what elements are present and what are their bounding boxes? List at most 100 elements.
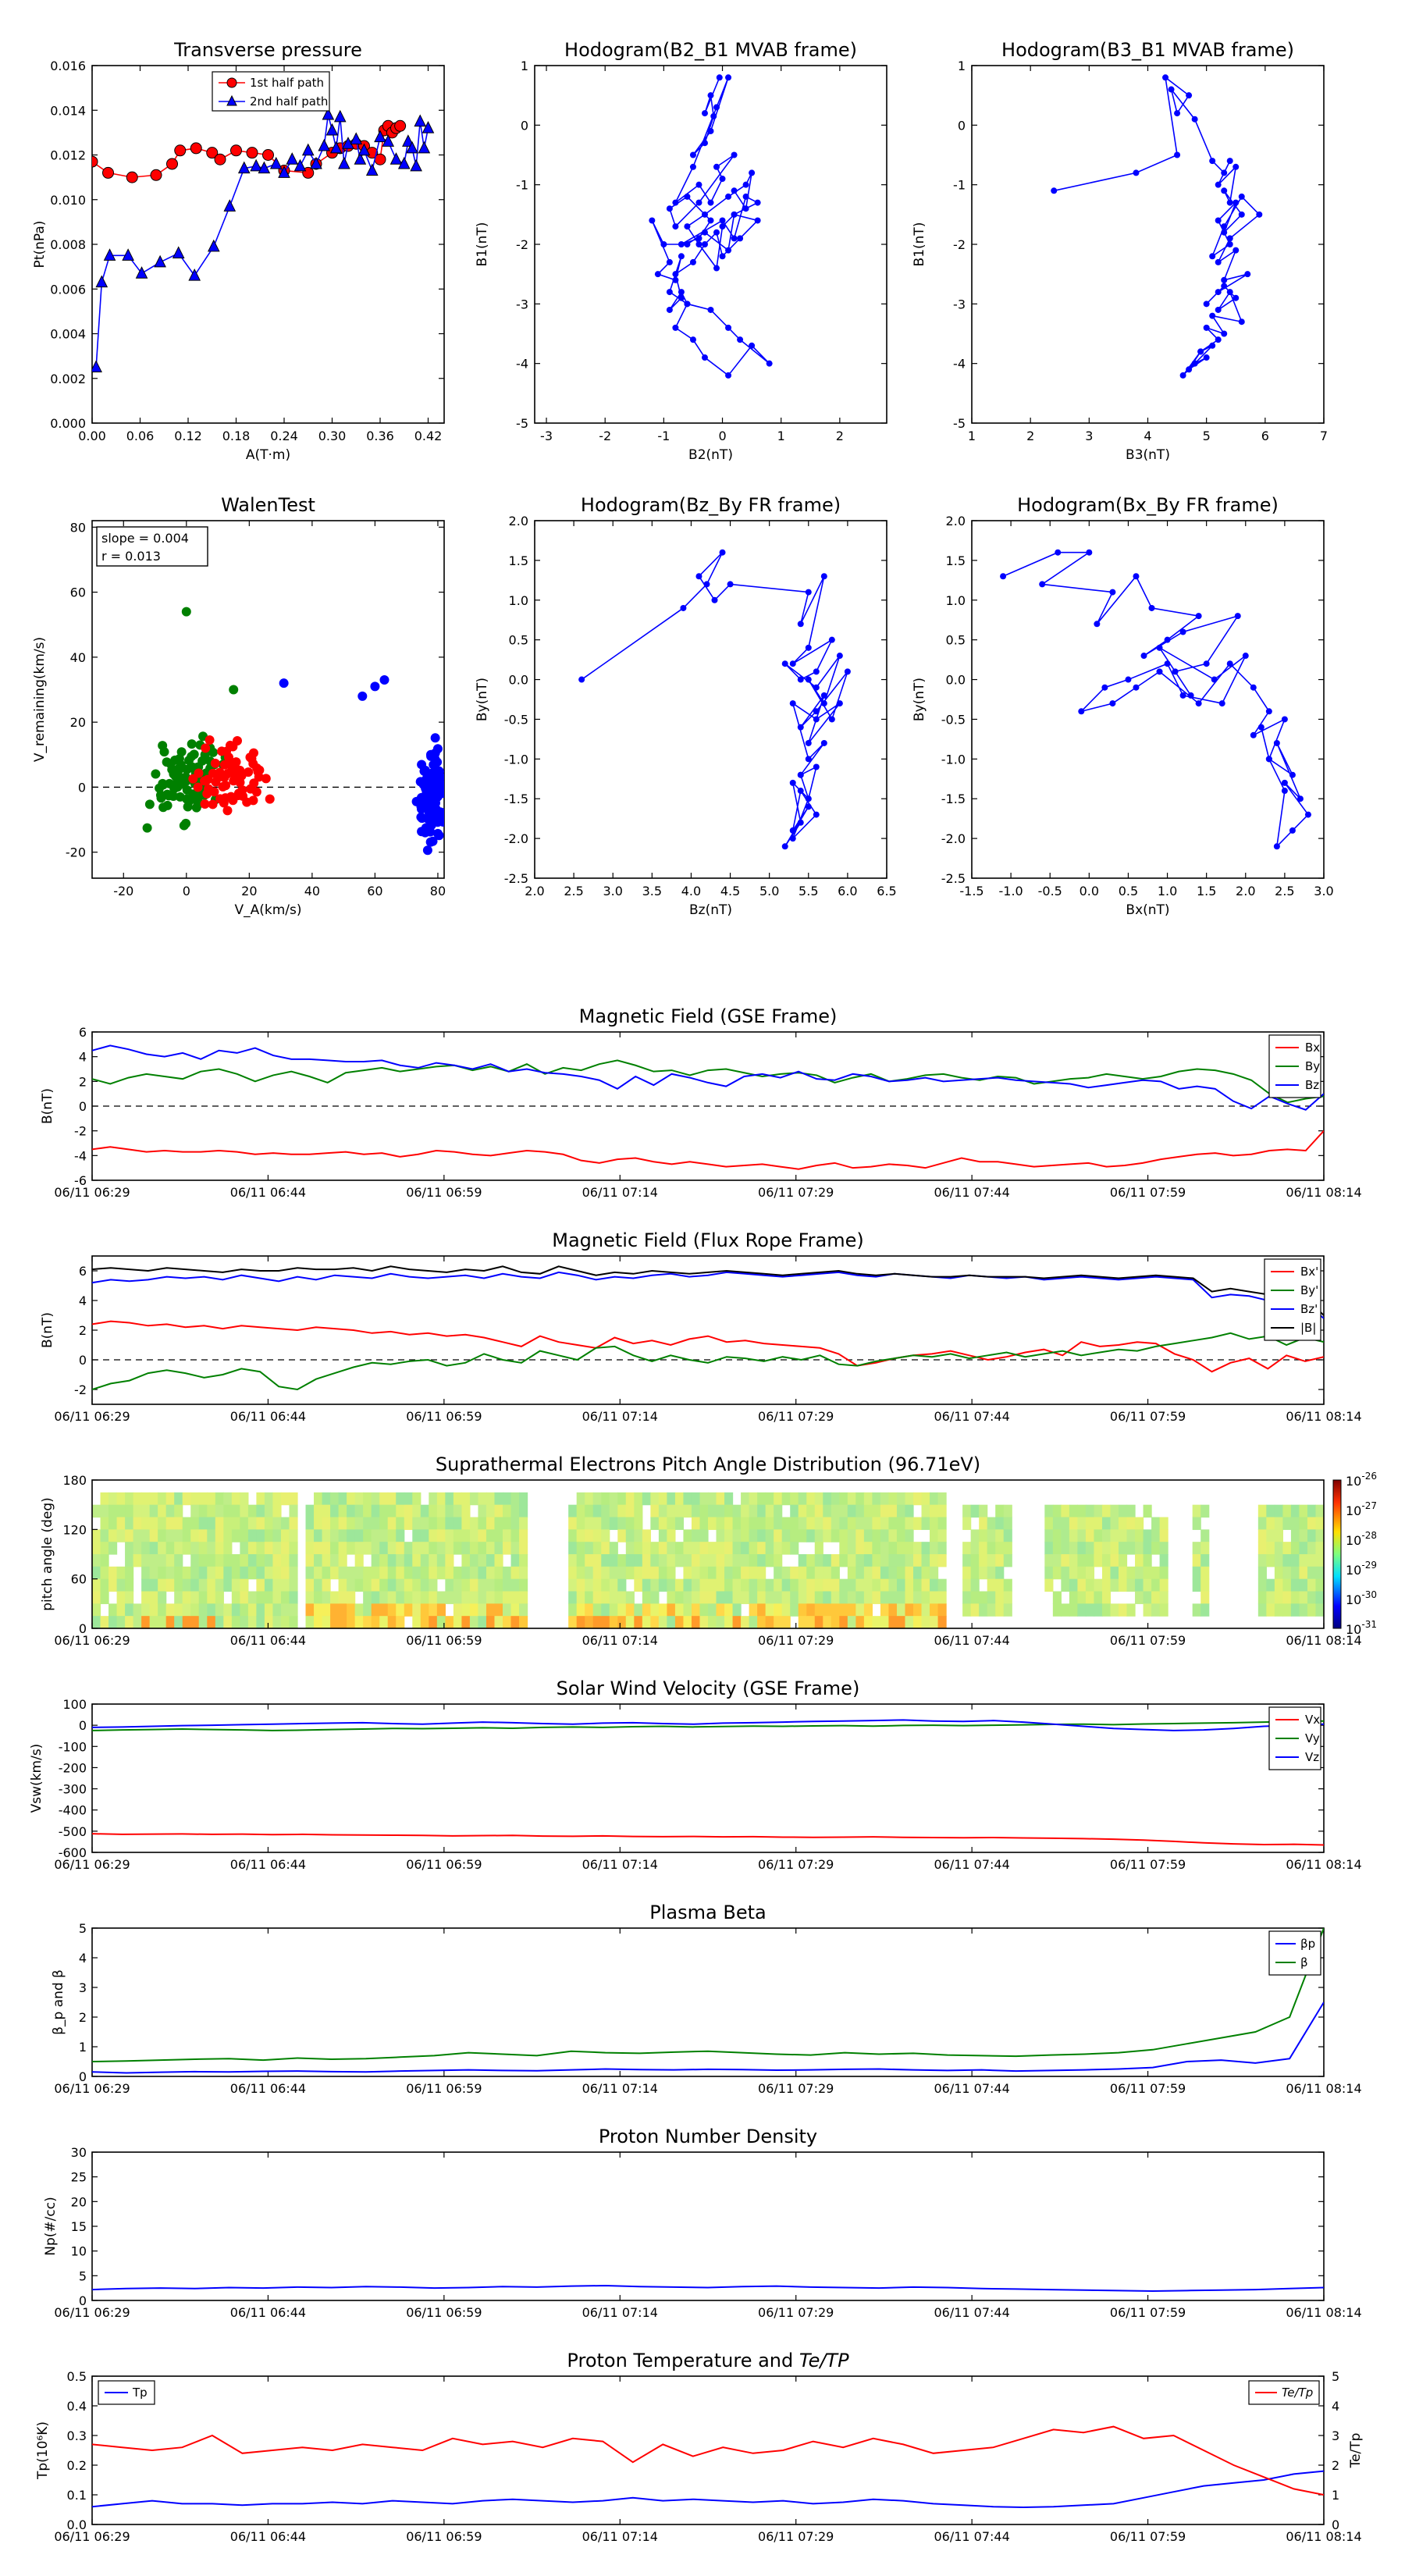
- plot-area: [91, 520, 445, 879]
- heatmap-cell: [256, 1616, 265, 1629]
- data-point: [789, 660, 796, 667]
- heatmap-cell: [667, 1603, 676, 1617]
- heatmap-cell: [823, 1616, 832, 1629]
- x-tick-label: 0.18: [222, 429, 251, 443]
- heatmap-cell: [436, 1542, 446, 1555]
- heatmap-cell: [371, 1504, 380, 1518]
- heatmap-cell: [716, 1542, 725, 1555]
- heatmap-cell: [436, 1591, 446, 1604]
- heatmap-cell: [855, 1554, 865, 1567]
- heatmap-cell: [831, 1578, 840, 1592]
- x-tick-label: 3.5: [642, 884, 662, 898]
- data-point: [357, 143, 371, 156]
- chart-title: Suprathermal Electrons Pitch Angle Distr…: [436, 1453, 980, 1475]
- heatmap-cell: [798, 1578, 807, 1592]
- data-point: [1186, 92, 1193, 99]
- y-tick-label: -2.0: [941, 831, 966, 846]
- heatmap-cell: [1257, 1578, 1267, 1592]
- data-point: [713, 104, 720, 111]
- heatmap-cell: [970, 1578, 980, 1592]
- y-tick-label: 0: [79, 1718, 87, 1733]
- heatmap-cell: [905, 1554, 914, 1567]
- heatmap-cell: [165, 1492, 175, 1506]
- heatmap-cell: [609, 1542, 618, 1555]
- heatmap-cell: [1052, 1504, 1062, 1518]
- heatmap-cell: [445, 1554, 454, 1567]
- heatmap-cell: [240, 1504, 249, 1518]
- heatmap-cell: [420, 1542, 429, 1555]
- heatmap-cell: [847, 1566, 856, 1580]
- data-point: [142, 823, 152, 833]
- heatmap-cell: [872, 1529, 881, 1542]
- heatmap-cell: [494, 1504, 503, 1518]
- panel-hodo_bz_by: 2.0 2.5 3.0 3.5 4.0 4.5 5.0 5.5 6.0 6.5-2.5-2.0-1…: [475, 494, 897, 918]
- legend-label: By': [1300, 1283, 1318, 1297]
- heatmap-cell: [970, 1603, 980, 1617]
- heatmap-cell: [347, 1517, 356, 1530]
- heatmap-cell: [445, 1504, 454, 1518]
- heatmap-cell: [149, 1504, 158, 1518]
- heatmap-cell: [461, 1542, 471, 1555]
- heatmap-cell: [831, 1504, 840, 1518]
- heatmap-cell: [1094, 1542, 1103, 1555]
- heatmap-cell: [1151, 1591, 1161, 1604]
- data-point: [1156, 668, 1163, 675]
- heatmap-cell: [404, 1542, 413, 1555]
- y-tick-label: -1.5: [941, 792, 966, 806]
- heatmap-cell: [1094, 1603, 1103, 1617]
- heatmap-cell: [634, 1492, 643, 1506]
- heatmap-cell: [436, 1504, 446, 1518]
- heatmap-cell: [774, 1517, 783, 1530]
- data-point: [680, 604, 687, 611]
- panel-pad: 06/11 06:29 06/11 06:44 06/11 06:59 06/11 0…: [40, 1453, 1377, 1648]
- heatmap-cell: [1282, 1603, 1292, 1617]
- heatmap-cell: [1266, 1529, 1275, 1542]
- heatmap-cell: [125, 1504, 134, 1518]
- heatmap-cell: [272, 1591, 282, 1604]
- x-tick-label: 4.5: [720, 884, 740, 898]
- heatmap-cell: [880, 1603, 890, 1617]
- heatmap-cell: [363, 1566, 372, 1580]
- x-tick-label: -0.5: [1038, 884, 1062, 898]
- heatmap-cell: [987, 1591, 996, 1604]
- x-tick-label: 6.5: [877, 884, 896, 898]
- heatmap-cell: [888, 1542, 898, 1555]
- heatmap-cell: [781, 1542, 791, 1555]
- data-point: [678, 253, 685, 260]
- heatmap-cell: [92, 1529, 101, 1542]
- heatmap-cell: [486, 1542, 496, 1555]
- heatmap-cell: [724, 1542, 734, 1555]
- heatmap-cell: [930, 1616, 939, 1629]
- panel-transverse_pressure: 0.00 0.06 0.12 0.18 0.24 0.30 0.36 0.420.0000.0…: [32, 39, 445, 463]
- heatmap-cell: [650, 1504, 660, 1518]
- series-line: [92, 2284, 1324, 2292]
- heatmap-cell: [429, 1529, 438, 1542]
- data-point: [695, 181, 702, 188]
- heatmap-cell: [855, 1616, 865, 1629]
- heatmap-cell: [1052, 1542, 1062, 1555]
- heatmap-cell: [741, 1492, 750, 1506]
- data-point: [701, 229, 708, 236]
- y-axis-label: β_p and β: [51, 1969, 66, 2035]
- y-tick-label: 0: [958, 118, 966, 133]
- heatmap-cell: [601, 1542, 610, 1555]
- heatmap-cell: [1094, 1517, 1103, 1530]
- x-tick-label: 5.5: [799, 884, 818, 898]
- y-tick-label: 0.3: [67, 2428, 87, 2443]
- y-tick-label: -1.0: [941, 752, 966, 767]
- heatmap-cell: [247, 1504, 257, 1518]
- data-point: [233, 736, 243, 746]
- data-point: [202, 788, 212, 799]
- heatmap-cell: [1151, 1566, 1161, 1580]
- series-group: [92, 107, 435, 372]
- data-point: [805, 644, 812, 651]
- heatmap-cell: [453, 1603, 462, 1617]
- heatmap-cell: [1143, 1591, 1152, 1604]
- heatmap-cell: [913, 1554, 923, 1567]
- heatmap-cell: [741, 1504, 750, 1518]
- y-tick-label: 1.0: [509, 593, 528, 608]
- plot-area: [971, 65, 1325, 424]
- time-tick-label: 06/11 06:44: [230, 1633, 306, 1648]
- heatmap-cell: [1069, 1591, 1078, 1604]
